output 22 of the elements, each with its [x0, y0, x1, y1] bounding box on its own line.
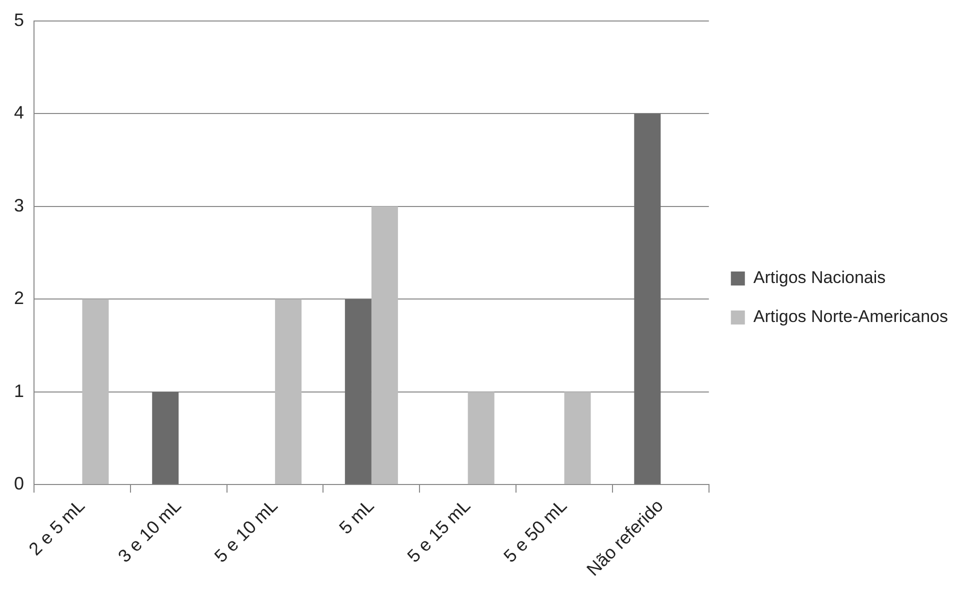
bar — [371, 206, 398, 484]
y-tick-label: 0 — [14, 474, 24, 494]
x-tick-label: 5 e 15 mL — [403, 496, 474, 566]
x-tick-label: 2 e 5 mL — [24, 496, 89, 560]
y-tick-label: 5 — [14, 10, 24, 30]
bar — [468, 392, 494, 484]
bar — [82, 299, 109, 484]
y-tick-label: 1 — [14, 380, 24, 401]
bar — [634, 114, 661, 484]
bar — [344, 299, 372, 484]
x-tick-label: 5 mL — [335, 496, 378, 538]
x-tick-label: 5 e 10 mL — [210, 496, 282, 566]
x-tick-label: 5 e 50 mL — [500, 496, 571, 566]
bar — [275, 299, 302, 484]
y-tick-label: 2 — [14, 288, 24, 308]
y-tick-label: 4 — [14, 102, 24, 123]
y-tick-label: 3 — [14, 195, 24, 216]
legend-label: Artigos Nacionais — [753, 268, 886, 288]
x-tick-label: 3 e 10 mL — [114, 496, 185, 566]
bar — [564, 392, 591, 484]
legend-label: Artigos Norte-Americanos — [753, 307, 948, 326]
bar — [152, 392, 179, 484]
